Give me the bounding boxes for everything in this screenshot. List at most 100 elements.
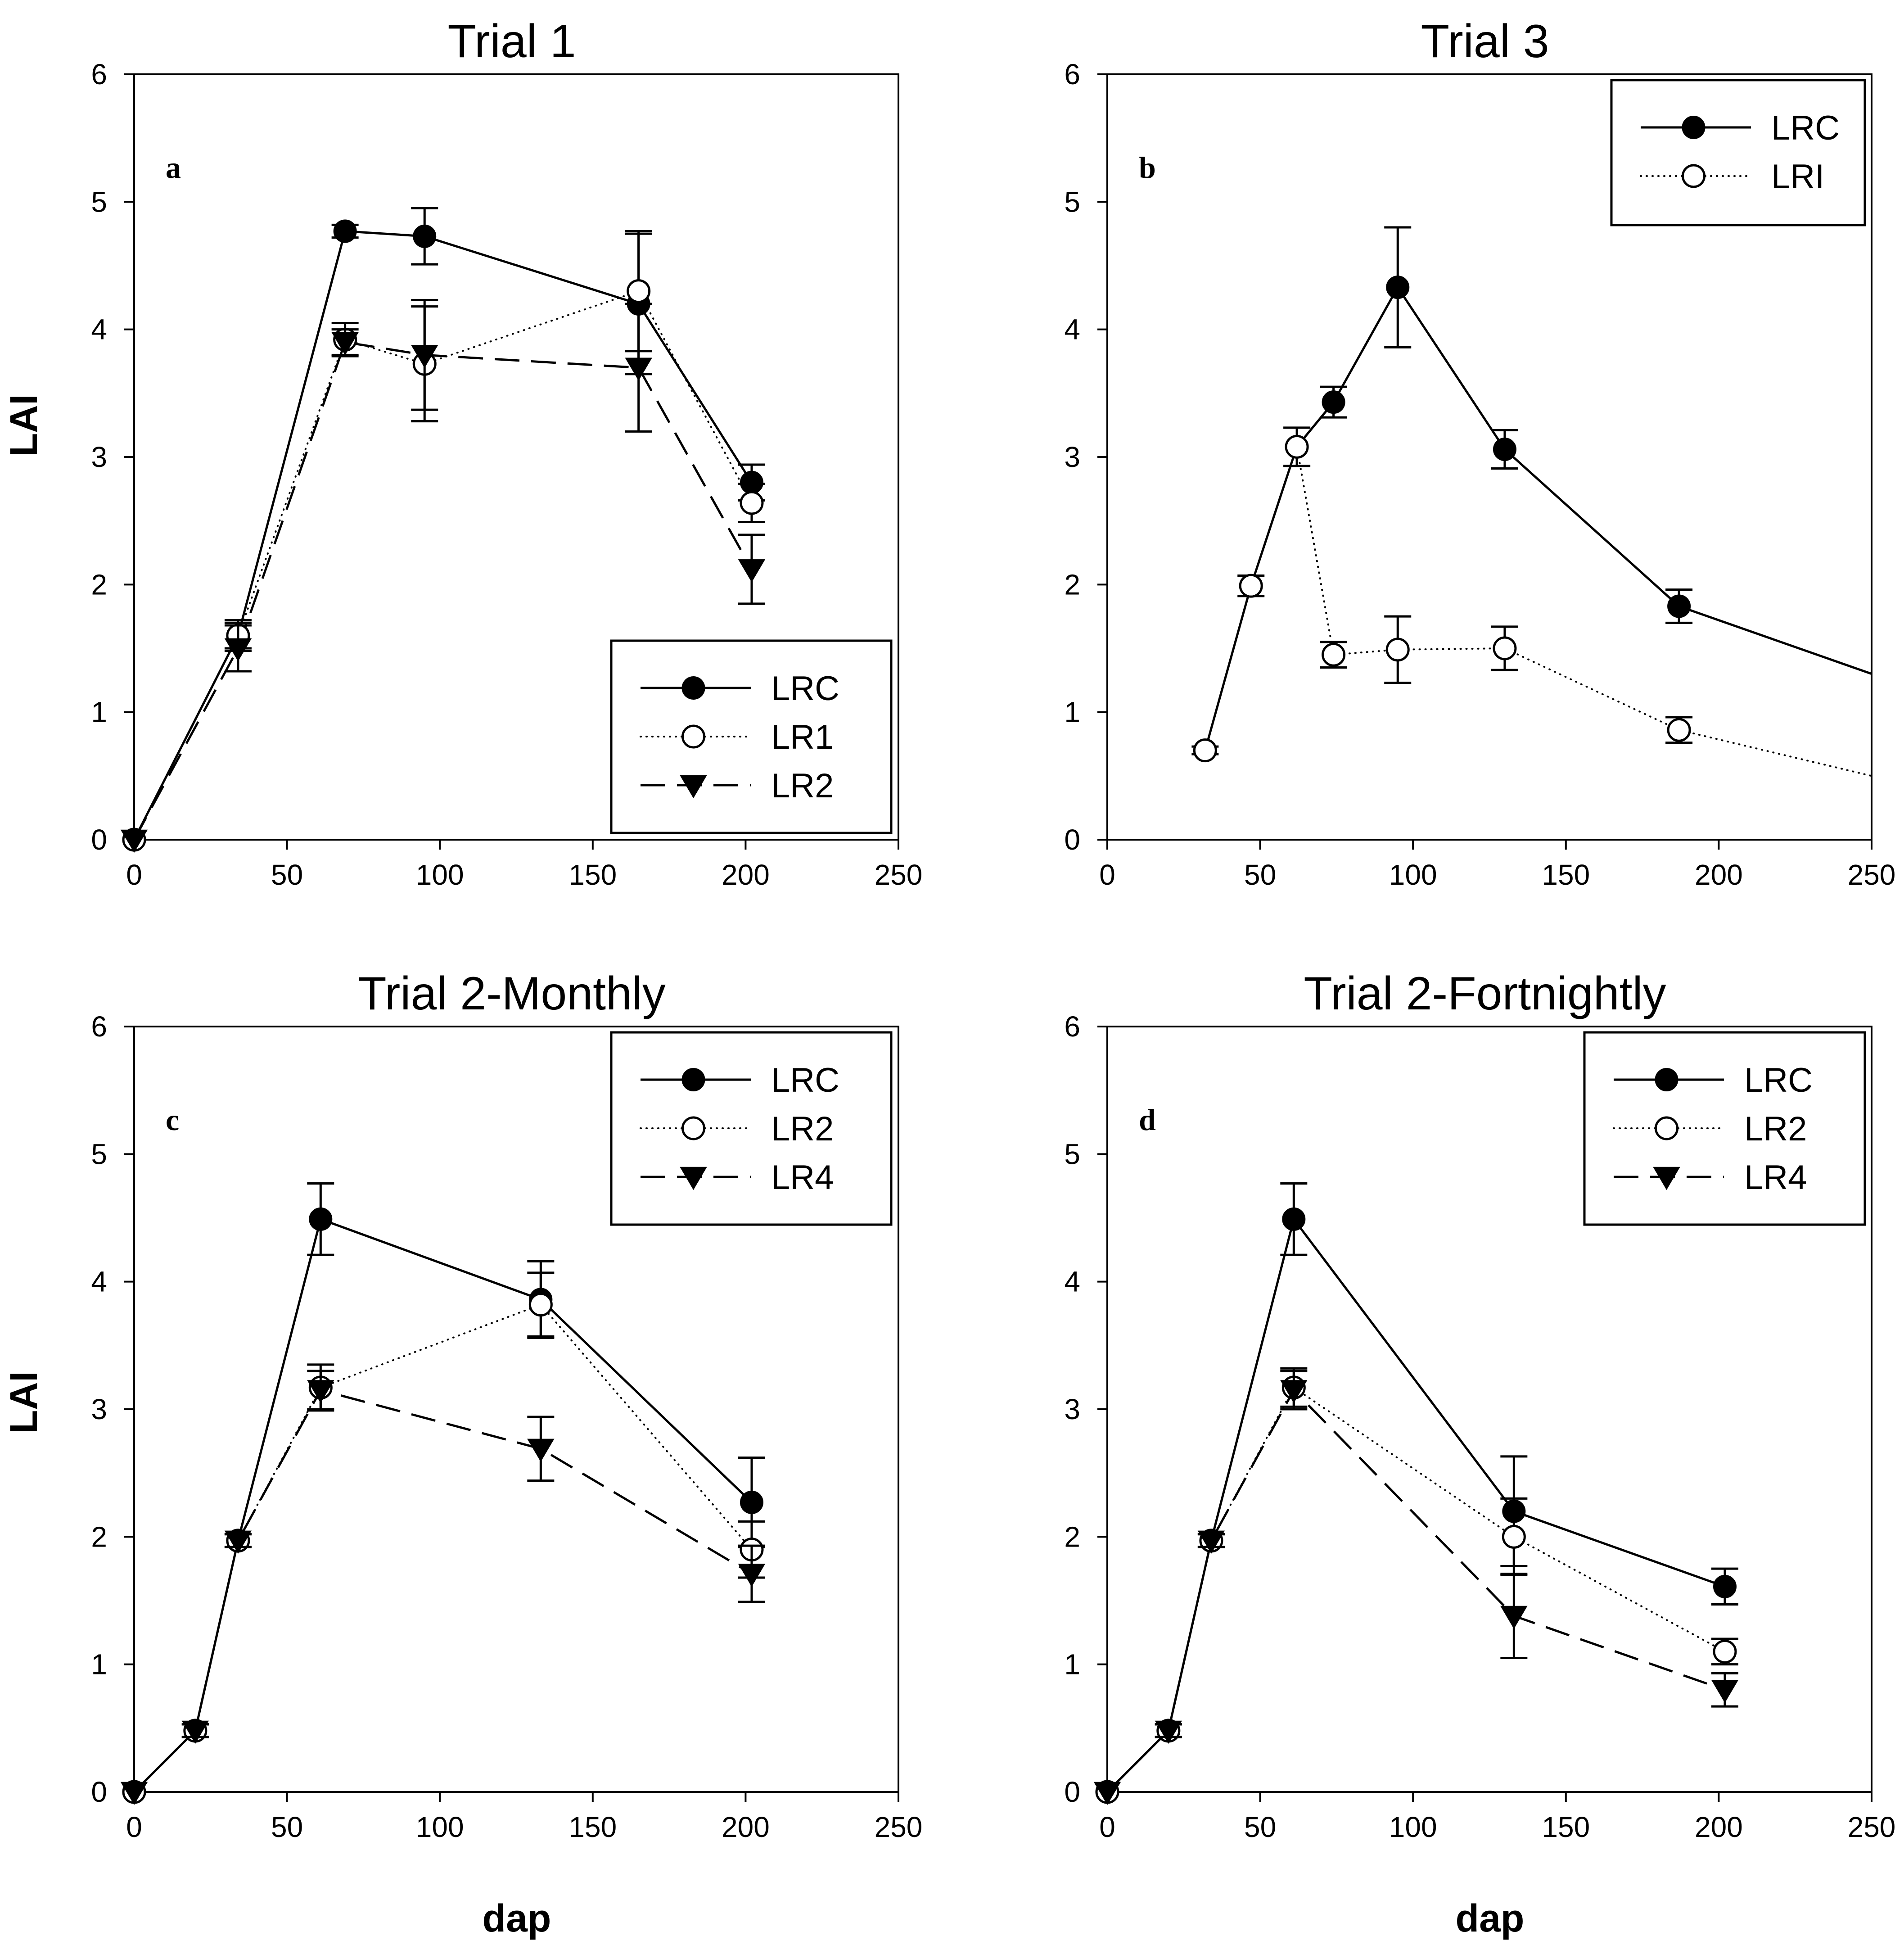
data-point-lr4 (307, 1380, 334, 1403)
x-tick-label: 0 (1099, 1811, 1115, 1843)
data-point-lrc (1493, 438, 1516, 461)
data-point-lr2 (1502, 1524, 1526, 1549)
x-tick-label: 100 (416, 859, 464, 891)
x-tick-label: 100 (416, 1811, 464, 1843)
legend-label-lr2: LR2 (1744, 1110, 1807, 1148)
data-point-lri (1322, 642, 1346, 667)
y-tick-label: 0 (91, 823, 107, 856)
x-tick-label: 200 (722, 1811, 770, 1843)
chart-panel-b: Trial 3 b 0 50 100 150 200 250 0 1 2 3 4 5 6 LRC LRI (1064, 15, 1895, 891)
y-tick-label: 4 (1064, 313, 1080, 346)
legend-marker-lrc (1682, 116, 1705, 139)
y-axis-label-top: LAI (2, 394, 45, 457)
panel-title: Trial 2-Monthly (358, 968, 666, 1020)
data-point-lr2 (411, 345, 438, 368)
panel-title: Trial 2-Fortnightly (1304, 968, 1666, 1020)
y-tick-label: 5 (1064, 185, 1080, 218)
chart-panel-a: Trial 1 a 0 50 100 150 200 250 0 1 2 3 4 5 6 LRC LR1 LR2 (91, 15, 922, 891)
y-tick-label: 6 (1064, 1010, 1080, 1043)
x-tick-label: 0 (126, 1811, 142, 1843)
series-group (1191, 226, 1872, 777)
y-tick-label: 3 (91, 441, 107, 473)
y-tick-label: 2 (1064, 1520, 1080, 1553)
legend-label-lr4: LR4 (771, 1158, 834, 1197)
x-tick-label: 50 (1244, 1811, 1276, 1843)
x-tick-label: 50 (271, 859, 303, 891)
data-point-lr2 (120, 829, 148, 853)
x-tick-label: 0 (1099, 859, 1115, 891)
x-tick-label: 0 (126, 859, 142, 891)
y-tick-label: 6 (91, 1010, 107, 1043)
legend-marker-lr4 (1653, 1167, 1680, 1190)
y-tick-label: 6 (1064, 58, 1080, 90)
data-point-lr2 (738, 559, 766, 583)
data-point-lri (1667, 718, 1691, 742)
series-line-lr4 (1106, 1388, 1725, 1793)
x-tick-label: 250 (1848, 1811, 1896, 1843)
series-line-lri (1204, 446, 1872, 777)
x-tick-label: 150 (568, 859, 617, 891)
legend-marker-lr1 (681, 724, 705, 749)
data-point-lrc (1667, 594, 1691, 618)
data-point-lr4 (1197, 1530, 1225, 1554)
legend: LRC LR1 LR2 (610, 639, 893, 834)
data-point-lr4 (224, 1530, 252, 1554)
y-tick-label: 5 (91, 185, 107, 218)
chart-panel-d: Trial 2-Fortnightly d 0 50 100 150 200 250 0 1 2 3 4… (1064, 968, 1895, 1843)
legend-marker-lri (1682, 164, 1705, 188)
legend-marker-lrc (681, 1068, 705, 1091)
y-tick-label: 1 (1064, 696, 1080, 728)
data-point-lr4 (1155, 1720, 1182, 1744)
series-line-lrc (1204, 285, 1872, 751)
y-tick-label: 1 (1064, 1648, 1080, 1681)
data-point-lr1 (740, 491, 764, 515)
legend-label-lr4: LR4 (1744, 1158, 1807, 1197)
panel-title: Trial 1 (447, 15, 576, 68)
x-axis-label-left: dap (483, 1897, 551, 1940)
data-point-lr2 (224, 638, 252, 662)
legend-label-lr2: LR2 (771, 767, 834, 805)
panel-letter: a (166, 150, 181, 185)
series-line-lrc (1106, 1217, 1725, 1793)
data-point-lr4 (120, 1782, 148, 1805)
y-tick-label: 5 (91, 1138, 107, 1170)
y-tick-label: 0 (1064, 823, 1080, 856)
data-point-lrc (1282, 1207, 1306, 1231)
y-tick-label: 3 (1064, 441, 1080, 473)
legend-marker-lr4 (680, 1167, 707, 1190)
legend-label-lr2: LR2 (771, 1110, 834, 1148)
series-line-lr1 (133, 290, 753, 841)
y-tick-label: 4 (91, 313, 107, 346)
x-tick-label: 100 (1389, 859, 1437, 891)
x-tick-label: 200 (1695, 1811, 1743, 1843)
data-point-lr2 (1713, 1639, 1737, 1664)
legend-label-lrc: LRC (771, 1061, 839, 1099)
data-point-lri (1239, 574, 1263, 598)
chart-panel-c: Trial 2-Monthly c 0 50 100 150 200 250 0 1 2 3 4 5 6 LR… (91, 968, 922, 1843)
x-tick-label: 200 (1695, 859, 1743, 891)
data-point-lr4 (1093, 1782, 1121, 1805)
x-axis-label-right: dap (1456, 1897, 1525, 1940)
x-tick-label: 100 (1389, 1811, 1437, 1843)
legend: LRC LR2 LR4 (1583, 1031, 1866, 1226)
x-tick-label: 150 (1542, 859, 1590, 891)
data-point-lrc (309, 1207, 333, 1231)
y-tick-label: 0 (91, 1776, 107, 1808)
x-tick-label: 250 (1848, 859, 1896, 891)
series-line-lr2 (133, 341, 753, 841)
data-point-lr2 (331, 332, 359, 356)
data-point-lrc (1386, 276, 1410, 299)
legend: LRC LR2 LR4 (610, 1031, 893, 1226)
legend-marker-lr2 (1655, 1116, 1678, 1140)
data-point-lrc (740, 1490, 763, 1514)
series-line-lrc (133, 230, 753, 841)
data-point-lri (1285, 434, 1309, 459)
legend-label-lrc: LRC (1744, 1061, 1813, 1099)
data-point-lri (1385, 638, 1410, 662)
x-tick-label: 250 (875, 859, 923, 891)
data-point-lr2 (625, 357, 652, 381)
y-tick-label: 0 (1064, 1776, 1080, 1808)
series-group (1093, 1182, 1739, 1805)
y-tick-label: 2 (91, 568, 107, 601)
panel-title: Trial 3 (1421, 15, 1549, 68)
